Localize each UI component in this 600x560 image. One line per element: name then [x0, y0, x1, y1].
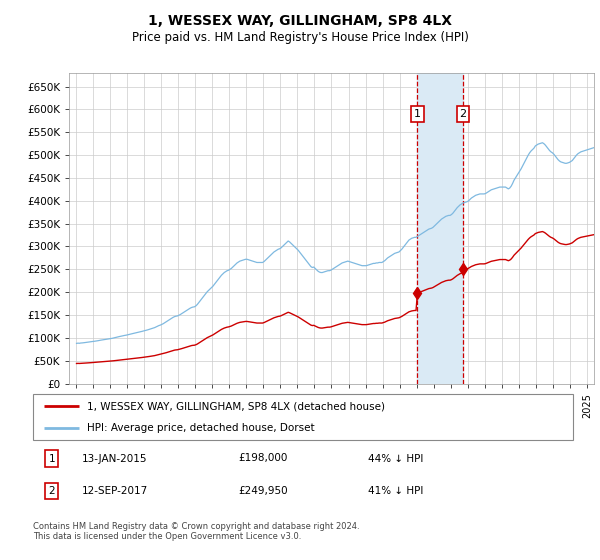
Text: 13-JAN-2015: 13-JAN-2015 [82, 454, 147, 464]
Text: £198,000: £198,000 [238, 454, 287, 464]
Text: HPI: Average price, detached house, Dorset: HPI: Average price, detached house, Dors… [87, 423, 314, 433]
Text: 44% ↓ HPI: 44% ↓ HPI [368, 454, 423, 464]
Text: 2: 2 [460, 109, 466, 119]
Text: 41% ↓ HPI: 41% ↓ HPI [368, 486, 423, 496]
Text: 1: 1 [49, 454, 55, 464]
Text: £249,950: £249,950 [238, 486, 288, 496]
Text: 1, WESSEX WAY, GILLINGHAM, SP8 4LX (detached house): 1, WESSEX WAY, GILLINGHAM, SP8 4LX (deta… [87, 401, 385, 411]
Text: 2: 2 [49, 486, 55, 496]
Text: 1, WESSEX WAY, GILLINGHAM, SP8 4LX: 1, WESSEX WAY, GILLINGHAM, SP8 4LX [148, 14, 452, 28]
Text: 12-SEP-2017: 12-SEP-2017 [82, 486, 148, 496]
Text: Price paid vs. HM Land Registry's House Price Index (HPI): Price paid vs. HM Land Registry's House … [131, 31, 469, 44]
Text: 1: 1 [414, 109, 421, 119]
Text: Contains HM Land Registry data © Crown copyright and database right 2024.
This d: Contains HM Land Registry data © Crown c… [33, 522, 359, 542]
Bar [418, 73, 463, 384]
